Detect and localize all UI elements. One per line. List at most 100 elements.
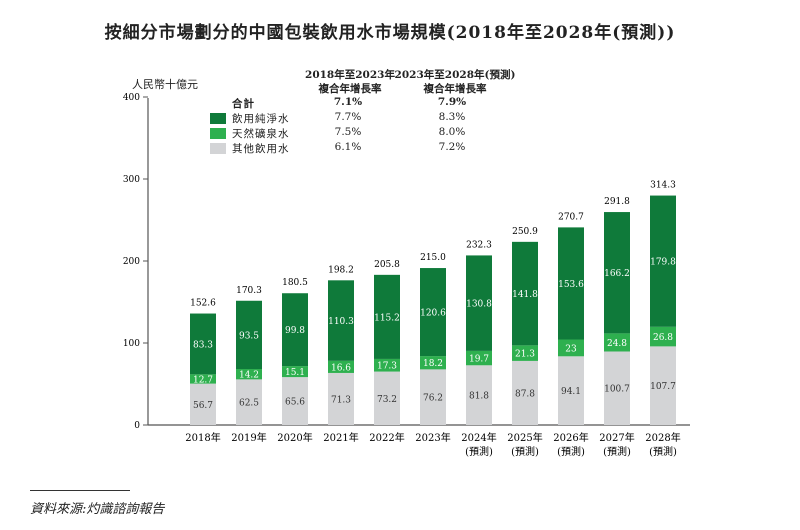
bar-segment — [420, 356, 446, 370]
x-tick-sublabel: (預測) — [557, 445, 585, 458]
data-label: 56.7 — [193, 401, 213, 411]
bar-segment — [328, 280, 354, 361]
x-tick-label: 2025年 — [507, 431, 542, 444]
bar-segment — [190, 313, 216, 375]
x-tick-label: 2026年 — [553, 431, 588, 444]
bar-segment — [650, 326, 676, 347]
data-label: 23 — [565, 344, 577, 354]
source-note: 資料來源:灼識諮詢報告 — [30, 502, 165, 517]
bar-segment — [282, 366, 308, 378]
x-tick-label: 2028年 — [645, 431, 680, 444]
chart-title: 按細分市場劃分的中國包裝飲用水市場規模(2018年至2028年(預測)) — [104, 23, 676, 43]
data-label: 87.8 — [515, 389, 535, 399]
data-label: 16.6 — [331, 363, 351, 373]
legend-col-header-1: 2018年至2023年 複合年增長率 — [300, 68, 400, 96]
data-label: 153.6 — [558, 280, 584, 290]
data-label: 17.3 — [377, 362, 397, 372]
source-divider — [30, 490, 130, 491]
bar-segment — [604, 351, 630, 425]
y-tick-label: 400 — [123, 93, 140, 103]
data-label: 18.2 — [423, 359, 443, 369]
bar-segment — [236, 369, 262, 380]
header-line: 複合年增長率 — [423, 83, 487, 95]
bar-segment — [282, 377, 308, 425]
data-label: 100.7 — [604, 385, 630, 395]
legend-cagr-1: 7.1% — [333, 96, 363, 108]
legend-cagr-2: 8.0% — [438, 126, 466, 138]
data-label: 179.8 — [650, 258, 676, 268]
data-label: 15.1 — [285, 368, 305, 378]
data-label: 71.3 — [331, 395, 351, 405]
bar-segment — [466, 255, 492, 351]
x-tick-label: 2019年 — [231, 431, 266, 444]
x-tick-sublabel: (預測) — [511, 445, 539, 458]
bar-segment — [604, 212, 630, 334]
data-label: 73.2 — [377, 395, 397, 405]
bar-segment — [512, 360, 538, 425]
total-label: 205.8 — [374, 260, 400, 270]
legend-swatch — [210, 128, 226, 139]
bar-segment — [374, 274, 400, 359]
x-tick-label: 2023年 — [415, 431, 450, 444]
data-label: 26.8 — [653, 333, 673, 343]
legend-cagr-1: 6.1% — [334, 141, 362, 153]
bar-segment — [420, 369, 446, 425]
data-label: 166.2 — [604, 269, 630, 279]
data-label: 93.5 — [239, 331, 259, 341]
legend-cagr-1: 7.7% — [334, 111, 362, 123]
bar-segment — [328, 360, 354, 373]
bar-segment — [604, 333, 630, 352]
legend-cagr-2: 7.9% — [437, 96, 467, 108]
data-label: 120.6 — [420, 309, 446, 319]
bar-segment — [190, 374, 216, 384]
y-tick-label: 300 — [123, 175, 140, 185]
data-label: 130.8 — [466, 300, 492, 310]
bar-segment — [374, 371, 400, 425]
bar-segment — [512, 241, 538, 346]
bar-segment — [558, 356, 584, 425]
x-tick-sublabel: (預測) — [649, 445, 677, 458]
legend-swatch — [210, 113, 226, 124]
x-tick-label: 2027年 — [599, 431, 634, 444]
y-axis-label: 人民幣十億元 — [132, 78, 198, 91]
total-label: 170.3 — [236, 286, 262, 296]
total-label: 232.3 — [466, 240, 492, 250]
data-label: 99.8 — [285, 326, 305, 336]
total-label: 152.6 — [190, 299, 216, 309]
legend-label: 天然礦泉水 — [232, 128, 290, 140]
bar-segment — [236, 300, 262, 370]
header-line: 複合年增長率 — [318, 83, 382, 95]
bar-segment — [190, 383, 216, 425]
header-line: 2023年至2028年(預測) — [394, 69, 516, 81]
bar-segment — [512, 345, 538, 361]
data-label: 141.8 — [512, 290, 538, 300]
x-tick-label: 2018年 — [185, 431, 220, 444]
data-label: 76.2 — [423, 394, 443, 404]
legend-col-header-2: 2023年至2028年(預測) 複合年增長率 — [390, 68, 520, 96]
bar-segment — [374, 358, 400, 372]
bar-segment — [466, 350, 492, 366]
total-label: 198.2 — [328, 265, 354, 275]
bar-segment — [328, 372, 354, 425]
x-tick-label: 2020年 — [277, 431, 312, 444]
y-tick-label: 100 — [123, 339, 140, 349]
total-label: 291.8 — [604, 197, 630, 207]
total-label: 180.5 — [282, 278, 308, 288]
x-tick-sublabel: (預測) — [465, 445, 493, 458]
y-tick-label: 200 — [123, 257, 140, 267]
total-label: 215.0 — [420, 253, 446, 263]
legend-cagr-2: 8.3% — [438, 111, 466, 123]
data-label: 21.3 — [515, 350, 535, 360]
x-tick-label: 2022年 — [369, 431, 404, 444]
y-tick-label: 0 — [134, 421, 140, 431]
legend-label: 合計 — [232, 98, 255, 110]
data-label: 107.7 — [650, 382, 676, 392]
chart-plot: 0 100 200 300 400 56.7 12.7 83.3 152.6 2018年 62.5 1… — [123, 93, 690, 458]
data-label: 65.6 — [285, 398, 305, 408]
header-line: 2018年至2023年 — [305, 69, 395, 81]
legend-label: 飲用純淨水 — [232, 113, 290, 125]
data-label: 19.7 — [469, 355, 489, 365]
data-label: 83.3 — [193, 340, 213, 350]
data-label: 115.2 — [374, 313, 400, 323]
bar-segment — [558, 339, 584, 357]
